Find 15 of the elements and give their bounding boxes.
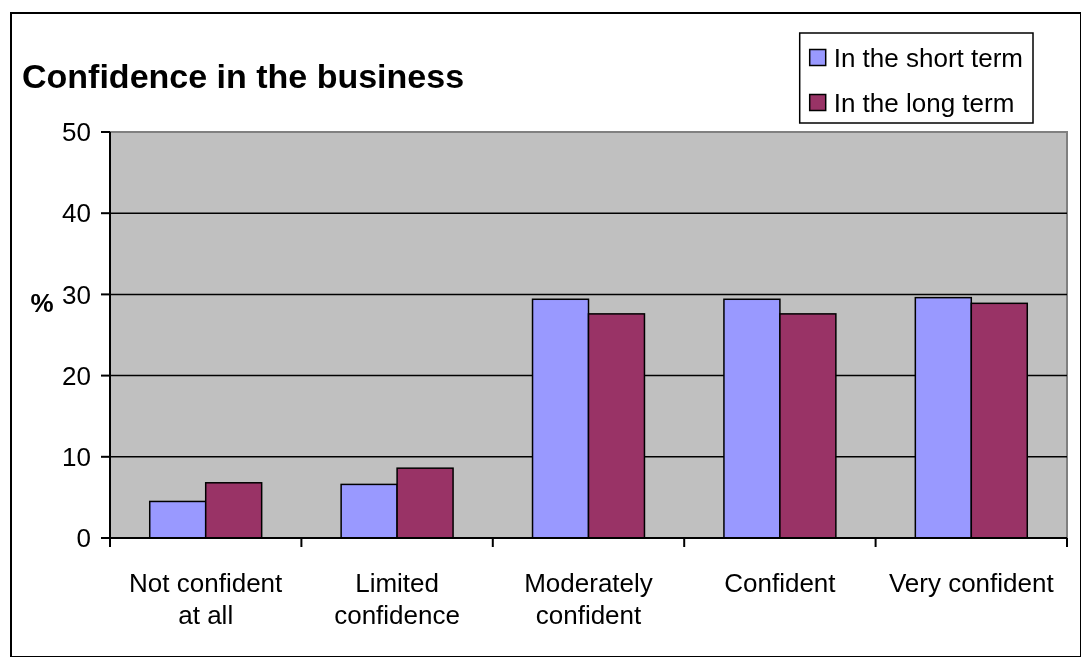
x-tick-label: Very confident xyxy=(888,568,1055,599)
y-tick-label: 20 xyxy=(62,360,91,391)
x-tick-label: Not confident at all xyxy=(129,568,284,631)
y-axis-title: % xyxy=(30,287,54,318)
y-tick-label: 10 xyxy=(62,441,91,472)
x-tick-label: Moderately confident xyxy=(524,568,653,631)
y-tick-label: 40 xyxy=(62,198,91,229)
x-tick-label: Limited confidence xyxy=(334,568,460,631)
chart-title: Confidence in the business xyxy=(22,57,465,95)
x-tick-label: Confident xyxy=(724,568,837,599)
y-tick-label: 30 xyxy=(62,279,91,310)
legend-label: In the short term xyxy=(833,42,1024,73)
y-tick-label: 0 xyxy=(76,523,91,554)
legend-label: In the long term xyxy=(833,87,1015,118)
y-tick-label: 50 xyxy=(62,117,91,148)
